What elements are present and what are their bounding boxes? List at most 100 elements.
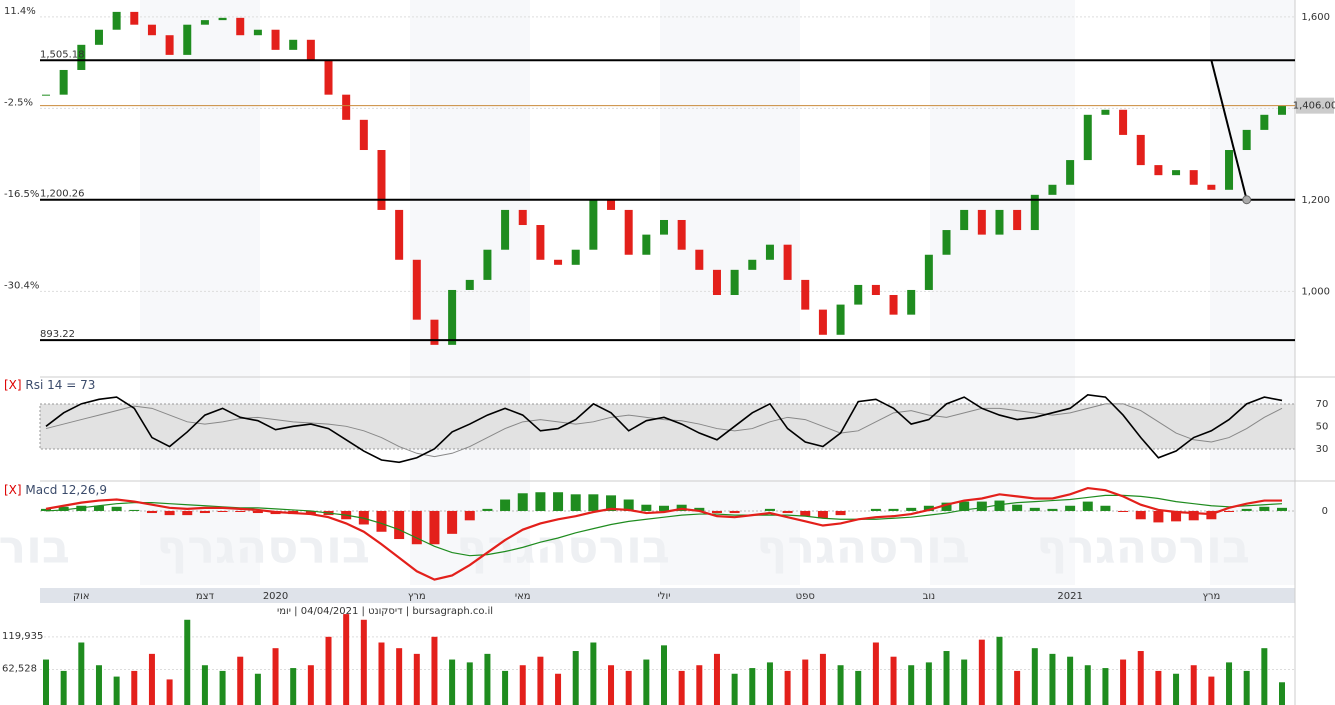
histogram-bar [376, 510, 387, 532]
histogram-bar [588, 494, 599, 511]
volume-bar [184, 619, 191, 705]
histogram-bar [729, 510, 740, 514]
histogram-bar [535, 492, 546, 511]
histogram-bar [1224, 510, 1235, 512]
line [45, 403, 1283, 458]
volume-bar [1261, 648, 1268, 705]
candle [765, 244, 774, 260]
candle [1189, 170, 1198, 185]
histogram-bar [923, 505, 934, 511]
volume-bar [1243, 670, 1250, 705]
volume-bar [802, 659, 809, 705]
histogram-bar [1171, 510, 1182, 522]
candle [871, 284, 880, 295]
volume-bar [749, 668, 756, 705]
candle [1242, 129, 1251, 151]
volume-bar [95, 665, 102, 705]
band [660, 0, 800, 585]
volume-bar [1226, 662, 1233, 705]
histogram-bar [1047, 508, 1058, 511]
candle [818, 309, 827, 335]
histogram-bar [482, 508, 493, 511]
candle [112, 11, 121, 30]
level-label: 893.22 [40, 329, 75, 340]
candle [854, 284, 863, 305]
candle [607, 199, 616, 210]
candle [147, 24, 156, 36]
histogram-bar [1012, 504, 1023, 511]
candle [359, 119, 368, 151]
trend-handle [1242, 195, 1252, 205]
histogram-bar [235, 510, 246, 512]
rsi-label: Rsi 14 = 73 [25, 378, 95, 392]
candle [1013, 209, 1022, 231]
candle [677, 219, 686, 250]
candle [165, 35, 174, 55]
histogram-bar [606, 495, 617, 511]
histogram-bar [1259, 506, 1270, 511]
candle [218, 17, 227, 21]
volume-bar [343, 614, 350, 705]
histogram-bar [1188, 510, 1199, 521]
rsi-x[interactable]: [X] [4, 378, 22, 392]
volume-bar [643, 659, 650, 705]
candle [889, 294, 898, 315]
volume-bar [872, 642, 879, 705]
histogram-bar [93, 505, 104, 511]
volume-bar [590, 642, 597, 705]
candle [1225, 150, 1234, 190]
histogram-bar [906, 507, 917, 511]
watermark: בורסהגרף [1036, 520, 1250, 574]
histogram-bar [217, 510, 228, 512]
volume-bar [325, 636, 332, 705]
candle [942, 230, 951, 255]
histogram-bar [782, 510, 793, 514]
y-tick-label: 1,600 [1301, 12, 1330, 23]
volume-bar [1049, 653, 1056, 705]
histogram-bar [959, 501, 970, 511]
candle [695, 249, 704, 270]
volume-bar [608, 665, 615, 705]
macd-title: [X] Macd 12,26,9 [4, 483, 107, 497]
volume-bar [431, 636, 438, 705]
candle [518, 209, 527, 226]
rsi-tick-label: 30 [1316, 444, 1329, 455]
volume-bar [837, 665, 844, 705]
candle [1207, 184, 1216, 190]
candle [342, 94, 351, 120]
volume-bar [625, 670, 632, 705]
histogram-bar [835, 510, 846, 516]
candle [712, 269, 721, 295]
volume-bar [519, 665, 526, 705]
macd-x[interactable]: [X] [4, 483, 22, 497]
candle [907, 289, 916, 315]
price-tag-label: 1,406.00 [1293, 101, 1335, 112]
histogram-bar [58, 506, 69, 511]
candle [571, 249, 580, 265]
candle [94, 29, 103, 45]
volume-bar [661, 645, 667, 705]
candle [1083, 114, 1092, 161]
histogram-bar [1065, 505, 1076, 511]
volume-bar [996, 636, 1003, 705]
histogram-bar [164, 510, 175, 516]
candle [1154, 165, 1163, 176]
volume-bar [943, 651, 950, 705]
histogram-bar [976, 501, 987, 511]
volume-bar [1137, 651, 1144, 705]
volume-bar [396, 648, 403, 705]
candle [324, 59, 333, 95]
histogram-bar [199, 510, 210, 514]
rsi-tick-label: 50 [1316, 421, 1329, 432]
histogram-bar [411, 510, 422, 545]
histogram-bar [447, 510, 458, 534]
candle [1101, 109, 1110, 115]
histogram-bar [252, 510, 263, 514]
candle [236, 17, 245, 36]
x-tick-label: מאי [515, 591, 531, 602]
candle [730, 269, 739, 295]
candle [183, 24, 192, 55]
y2-tick-label: -16.5% [4, 189, 39, 200]
histogram-bar [870, 508, 881, 511]
histogram-bar [659, 505, 669, 511]
